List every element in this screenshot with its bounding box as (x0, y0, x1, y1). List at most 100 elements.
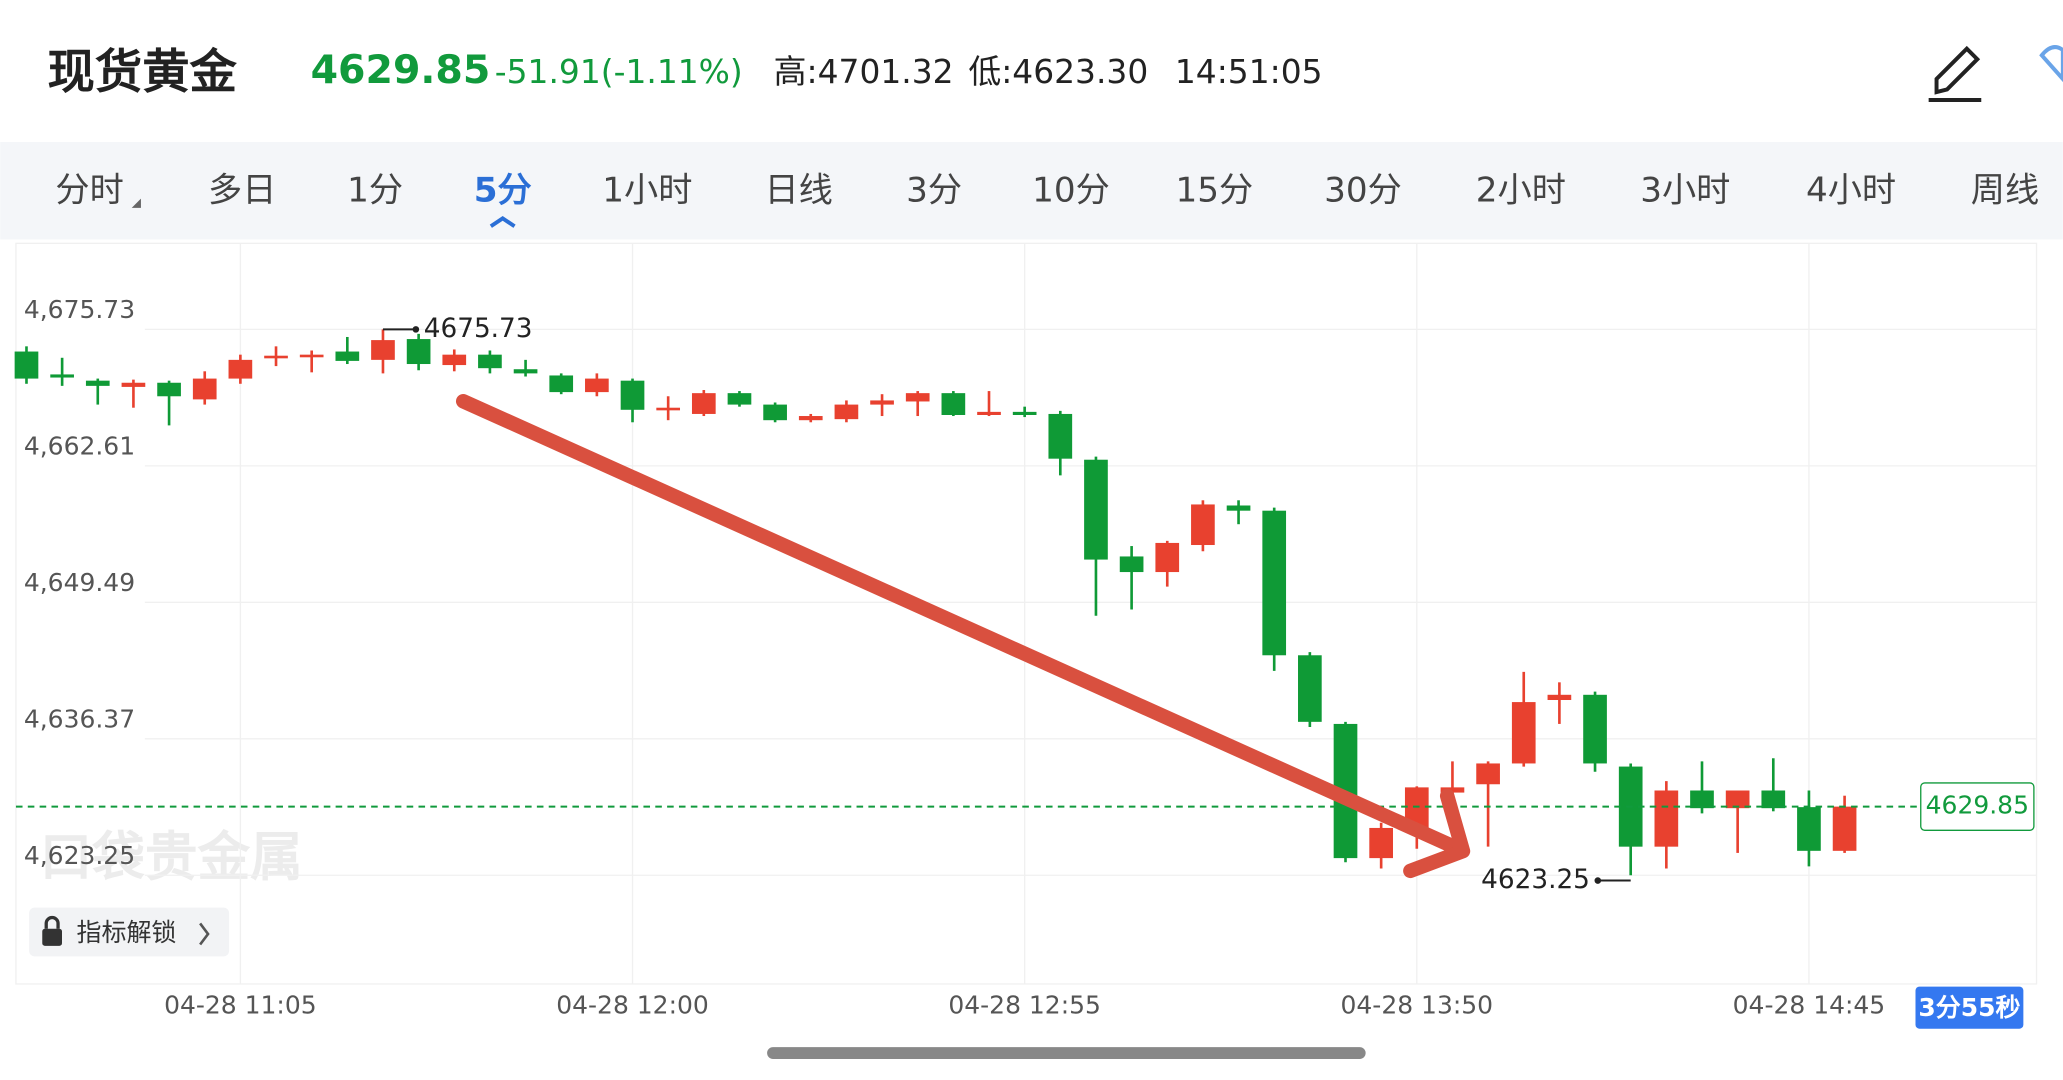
edit-icon[interactable] (1928, 45, 1982, 102)
candle-body (1547, 694, 1572, 701)
candle-body (1191, 504, 1215, 546)
indicator-unlock-label: 指标解锁 (76, 918, 176, 947)
plot-frame (15, 242, 2038, 985)
watermark: 口袋贵金属 (40, 827, 303, 888)
candle-body (264, 355, 288, 359)
tab[interactable]: 2小时 (1476, 171, 1566, 211)
x-tick-label: 04-28 13:50 (1341, 990, 1494, 1019)
y-tick-label: 4,675.73 (24, 295, 135, 324)
tab-bar (0, 142, 2063, 240)
candle-body (1797, 807, 1821, 851)
tab[interactable]: 1分 (347, 171, 403, 211)
tab[interactable]: 1小时 (602, 171, 692, 211)
countdown: 3分55秒 (1918, 993, 2020, 1022)
x-tick-label: 04-28 14:45 (1733, 990, 1886, 1019)
tab[interactable]: 15分 (1175, 171, 1253, 211)
max-label: 4675.73 (424, 314, 533, 344)
scroll-indicator (767, 1047, 1366, 1059)
candle-body (1404, 787, 1429, 829)
candle-body (656, 407, 681, 411)
candle-body (1084, 459, 1108, 560)
candle-body (442, 354, 467, 366)
candle-body (834, 404, 859, 420)
candle-body (121, 382, 146, 387)
y-tick-label: 4,636.37 (24, 704, 135, 733)
candle-body (549, 375, 574, 393)
x-tick-label: 04-28 12:55 (948, 990, 1101, 1019)
candle-body (1761, 790, 1786, 809)
countdown-badge (1915, 986, 2024, 1029)
candle-body (406, 339, 431, 365)
tab[interactable]: 3分 (906, 171, 962, 211)
tab[interactable]: 4小时 (1806, 171, 1896, 211)
candle-body (798, 416, 823, 421)
candle-body (1369, 827, 1393, 859)
x-tick-label: 04-28 12:00 (556, 990, 709, 1019)
alert-icon[interactable] (2039, 45, 2063, 83)
tab[interactable]: 多日 (208, 171, 276, 211)
candle-body (85, 380, 110, 386)
candle-body (941, 393, 966, 415)
candle-body (371, 340, 395, 360)
candle-body (1226, 505, 1251, 511)
candle-body (1298, 655, 1322, 722)
candle-body (1690, 790, 1714, 809)
trend-arrow (455, 393, 1471, 879)
candle-body (1155, 542, 1180, 573)
candle-body (1048, 413, 1073, 459)
candle-body (1119, 556, 1144, 573)
day-low: 低:4623.30 (968, 52, 1148, 91)
candle-body (1654, 790, 1679, 847)
candle-body (977, 411, 1001, 415)
price-change: -51.91(-1.11%) (495, 52, 743, 91)
candle-body (763, 404, 787, 421)
tab[interactable]: 3小时 (1640, 171, 1730, 211)
candle-body (335, 351, 360, 361)
candle-body (1583, 694, 1607, 764)
candle-body (228, 359, 253, 379)
candle-body (585, 378, 609, 393)
candle-body (192, 378, 217, 400)
x-tick-label: 04-28 11:05 (164, 990, 317, 1019)
candle-body (157, 382, 181, 397)
last-price-label: 4629.85 (1926, 791, 2029, 820)
candle-body (50, 374, 74, 378)
clock: 14:51:05 (1175, 52, 1323, 91)
tab[interactable]: 10分 (1032, 171, 1110, 211)
last-price-box (1920, 782, 2035, 831)
y-tick-label: 4,623.25 (24, 841, 135, 870)
candle-body (691, 393, 716, 414)
candle-body (1725, 790, 1750, 809)
candle-body (727, 393, 752, 405)
max-marker-dot (412, 326, 420, 333)
candle-body (14, 351, 39, 379)
candle-body (299, 354, 324, 358)
day-high: 高:4701.32 (774, 52, 954, 91)
y-tick-label: 4,649.49 (24, 568, 135, 597)
active-caret (489, 215, 516, 228)
candle-body (1476, 763, 1500, 785)
y-tick-label: 4,662.61 (24, 431, 135, 460)
candle-body (1440, 787, 1465, 793)
candle-body (905, 393, 930, 402)
indicator-unlock-button[interactable] (29, 907, 230, 957)
current-price: 4629.85 (311, 47, 491, 93)
tab[interactable]: 30分 (1324, 171, 1402, 211)
candle-body (513, 369, 538, 374)
min-marker-dot (1594, 877, 1602, 884)
candle-body (870, 400, 894, 405)
tab[interactable]: 分时 (55, 171, 123, 211)
tab[interactable]: 日线 (764, 171, 832, 211)
min-label: 4623.25 (1481, 865, 1590, 895)
instrument-title: 现货黄金 (48, 45, 238, 100)
candle-body (478, 354, 502, 369)
candle-body (1262, 510, 1287, 656)
candle-body (620, 380, 645, 410)
lock-icon (42, 915, 62, 946)
tab[interactable]: 5分 (474, 171, 532, 211)
tab[interactable]: 周线 (1971, 171, 2039, 211)
candle-body (1832, 806, 1857, 851)
candle-body (1511, 702, 1536, 764)
